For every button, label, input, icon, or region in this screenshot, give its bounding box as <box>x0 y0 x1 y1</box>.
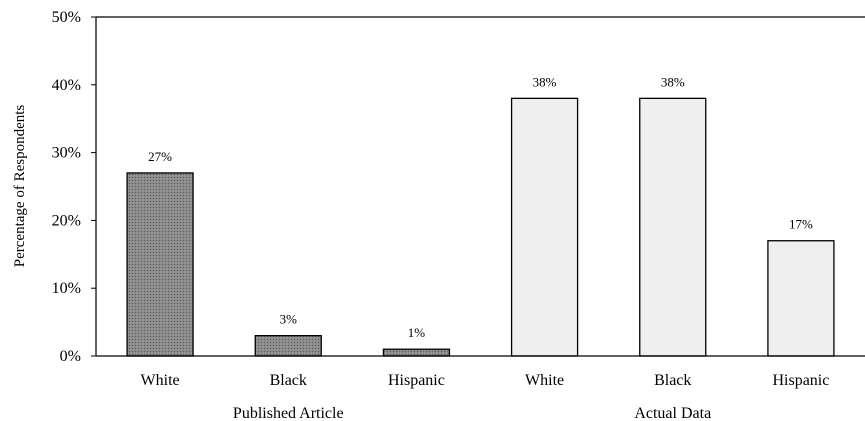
category-labels: White Black Hispanic White Black Hispanic <box>141 372 830 389</box>
bar-black-actual <box>639 97 707 357</box>
category-label: Hispanic <box>772 372 829 389</box>
category-label: Black <box>654 372 691 389</box>
group-label: Actual Data <box>634 405 711 421</box>
bar-data-labels: 27% 3% 1% 38% 38% 17% <box>148 74 813 340</box>
category-label: White <box>141 372 180 389</box>
group-label: Published Article <box>233 405 344 421</box>
y-tick-label: 0% <box>60 348 81 365</box>
bar-value-label: 17% <box>789 217 813 232</box>
y-tick-label: 30% <box>52 145 81 162</box>
bars <box>126 97 835 357</box>
bar-value-label: 1% <box>408 325 426 340</box>
group-labels: Published Article Actual Data <box>233 405 711 421</box>
bar-hispanic-actual <box>767 240 835 357</box>
bar-value-label: 38% <box>533 74 557 89</box>
category-label: Hispanic <box>388 372 445 389</box>
category-label: Black <box>270 372 307 389</box>
bar-white-published <box>126 172 194 357</box>
bar-value-label: 3% <box>280 312 298 327</box>
y-tick-label: 40% <box>52 77 81 94</box>
category-label: White <box>525 372 564 389</box>
bar-hispanic-published <box>382 348 451 357</box>
bar-value-label: 27% <box>148 149 172 164</box>
y-tick-label: 10% <box>52 280 81 297</box>
y-tick-label: 20% <box>52 212 81 229</box>
y-tick-label: 50% <box>52 9 81 26</box>
bar-value-label: 38% <box>661 74 685 89</box>
bar-black-published <box>254 335 322 357</box>
y-axis-ticks: 0% 10% 20% 30% 40% 50% <box>52 9 96 365</box>
bar-white-actual <box>510 97 579 357</box>
y-axis-title: Percentage of Respondents <box>12 105 28 268</box>
